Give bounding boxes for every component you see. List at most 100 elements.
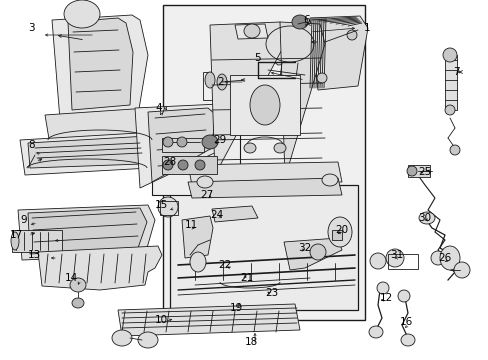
- Ellipse shape: [369, 253, 385, 269]
- Text: 14: 14: [65, 273, 78, 283]
- Ellipse shape: [72, 298, 84, 308]
- Polygon shape: [235, 24, 267, 39]
- Bar: [407, 165, 429, 177]
- Bar: [387, 254, 417, 269]
- Text: 1: 1: [363, 23, 370, 33]
- Ellipse shape: [385, 249, 403, 267]
- Ellipse shape: [204, 72, 215, 88]
- Ellipse shape: [158, 197, 178, 217]
- Text: 31: 31: [389, 250, 403, 260]
- Ellipse shape: [202, 135, 218, 149]
- Ellipse shape: [163, 137, 173, 147]
- Text: 11: 11: [184, 220, 198, 230]
- Bar: [12, 230, 62, 252]
- Ellipse shape: [195, 160, 204, 170]
- Text: 17: 17: [10, 230, 23, 240]
- Text: 19: 19: [229, 303, 243, 313]
- Polygon shape: [212, 206, 258, 222]
- Text: 8: 8: [28, 140, 35, 150]
- Text: 32: 32: [297, 243, 311, 253]
- Text: 5: 5: [253, 53, 260, 63]
- Ellipse shape: [273, 143, 285, 153]
- Text: 21: 21: [240, 273, 253, 283]
- Polygon shape: [38, 246, 162, 290]
- Ellipse shape: [70, 278, 86, 292]
- Polygon shape: [280, 22, 325, 178]
- Bar: [444, 55, 456, 110]
- Text: 15: 15: [155, 200, 168, 210]
- Text: 25: 25: [417, 167, 430, 177]
- Text: 22: 22: [218, 260, 231, 270]
- Polygon shape: [148, 108, 215, 182]
- Bar: [162, 156, 217, 174]
- Bar: [170, 185, 357, 310]
- Text: 2: 2: [217, 77, 223, 87]
- Ellipse shape: [439, 246, 459, 270]
- Ellipse shape: [112, 330, 132, 346]
- Polygon shape: [182, 216, 213, 258]
- Polygon shape: [28, 136, 155, 168]
- Ellipse shape: [397, 290, 409, 302]
- Ellipse shape: [197, 176, 213, 188]
- Ellipse shape: [244, 143, 256, 153]
- Ellipse shape: [64, 0, 100, 28]
- Polygon shape: [28, 208, 147, 254]
- Ellipse shape: [244, 24, 260, 38]
- Ellipse shape: [138, 332, 158, 348]
- Text: 27: 27: [200, 190, 213, 200]
- Bar: [229, 75, 299, 135]
- Text: 10: 10: [155, 315, 168, 325]
- Ellipse shape: [376, 282, 388, 294]
- Bar: [152, 130, 240, 195]
- Ellipse shape: [400, 334, 414, 346]
- Ellipse shape: [444, 105, 454, 115]
- Polygon shape: [68, 18, 133, 110]
- Bar: [162, 138, 203, 152]
- Ellipse shape: [453, 262, 469, 278]
- Text: 6: 6: [303, 15, 309, 25]
- Ellipse shape: [316, 73, 326, 83]
- Bar: [160, 201, 178, 215]
- Text: 30: 30: [417, 213, 430, 223]
- Ellipse shape: [418, 212, 434, 224]
- Polygon shape: [309, 16, 367, 90]
- Polygon shape: [187, 162, 341, 185]
- Ellipse shape: [177, 137, 186, 147]
- Text: 28: 28: [163, 157, 176, 167]
- Text: 20: 20: [334, 225, 347, 235]
- Text: 18: 18: [244, 337, 258, 347]
- Text: 24: 24: [209, 210, 223, 220]
- Ellipse shape: [178, 160, 187, 170]
- Ellipse shape: [442, 48, 456, 62]
- Bar: [331, 230, 341, 240]
- Text: 12: 12: [379, 293, 392, 303]
- Text: 23: 23: [264, 288, 278, 298]
- Ellipse shape: [217, 74, 226, 90]
- Text: 3: 3: [28, 23, 35, 33]
- Polygon shape: [209, 22, 285, 175]
- Ellipse shape: [430, 251, 444, 265]
- Polygon shape: [20, 132, 162, 175]
- Polygon shape: [284, 238, 341, 270]
- Ellipse shape: [368, 326, 382, 338]
- Ellipse shape: [190, 252, 205, 272]
- Polygon shape: [262, 28, 317, 65]
- Ellipse shape: [11, 232, 19, 250]
- Ellipse shape: [163, 160, 173, 170]
- Ellipse shape: [327, 217, 351, 247]
- Bar: [203, 72, 244, 100]
- Polygon shape: [187, 178, 341, 198]
- Text: 4: 4: [155, 103, 162, 113]
- Ellipse shape: [321, 174, 337, 186]
- Ellipse shape: [449, 145, 459, 155]
- Text: 7: 7: [452, 67, 459, 77]
- Ellipse shape: [309, 244, 325, 260]
- Polygon shape: [45, 108, 152, 145]
- Text: 26: 26: [437, 253, 450, 263]
- Ellipse shape: [291, 15, 307, 29]
- Polygon shape: [118, 304, 299, 336]
- Ellipse shape: [346, 30, 356, 40]
- Text: 29: 29: [213, 135, 226, 145]
- Polygon shape: [18, 205, 155, 260]
- Ellipse shape: [406, 166, 416, 176]
